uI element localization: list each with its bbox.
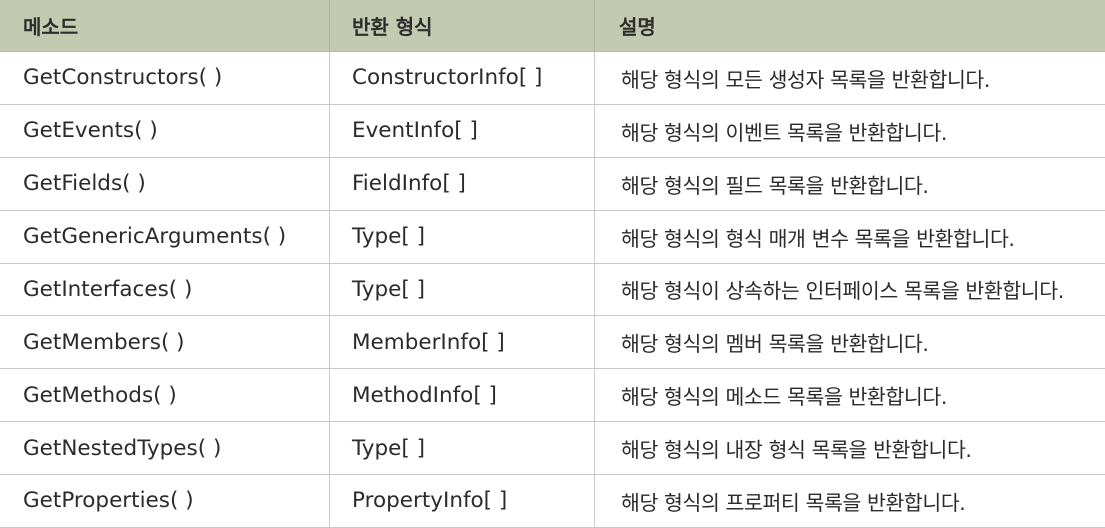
- return-type-cell: ConstructorInfo[ ]: [330, 52, 595, 105]
- method-cell: GetNestedTypes( ): [0, 422, 330, 475]
- return-type-cell: Type[ ]: [330, 263, 595, 317]
- method-cell: GetGenericArguments( ): [0, 210, 330, 264]
- return-type-cell: FieldInfo[ ]: [330, 157, 595, 211]
- description-cell: 해당 형식의 내장 형식 목록을 반환합니다.: [595, 422, 1105, 475]
- return-type-cell: PropertyInfo[ ]: [330, 475, 595, 528]
- return-type-cell: MethodInfo[ ]: [330, 369, 595, 423]
- header-return-type: 반환 형식: [330, 0, 595, 52]
- description-cell: 해당 형식의 이벤트 목록을 반환합니다.: [595, 105, 1105, 158]
- return-type-cell: Type[ ]: [330, 210, 595, 264]
- description-cell: 해당 형식의 모든 생성자 목록을 반환합니다.: [595, 52, 1105, 105]
- header-description: 설명: [595, 0, 1105, 52]
- method-cell: GetMembers( ): [0, 316, 330, 370]
- return-type-cell: EventInfo[ ]: [330, 104, 595, 158]
- return-type-cell: Type[ ]: [330, 422, 595, 475]
- description-cell: 해당 형식의 메소드 목록을 반환합니다.: [595, 369, 1105, 423]
- method-cell: GetEvents( ): [0, 104, 330, 158]
- description-cell: 해당 형식이 상속하는 인터페이스 목록을 반환합니다.: [595, 264, 1105, 317]
- method-cell: GetProperties( ): [0, 475, 330, 528]
- description-cell: 해당 형식의 형식 매개 변수 목록을 반환합니다.: [595, 211, 1105, 264]
- header-method: 메소드: [0, 0, 330, 52]
- return-type-cell: MemberInfo[ ]: [330, 316, 595, 370]
- method-cell: GetMethods( ): [0, 369, 330, 423]
- method-cell: GetConstructors( ): [0, 52, 330, 105]
- method-cell: GetFields( ): [0, 157, 330, 211]
- description-cell: 해당 형식의 멤버 목록을 반환합니다.: [595, 316, 1105, 370]
- description-cell: 해당 형식의 필드 목록을 반환합니다.: [595, 158, 1105, 211]
- description-cell: 해당 형식의 프로퍼티 목록을 반환합니다.: [595, 475, 1105, 528]
- method-cell: GetInterfaces( ): [0, 263, 330, 317]
